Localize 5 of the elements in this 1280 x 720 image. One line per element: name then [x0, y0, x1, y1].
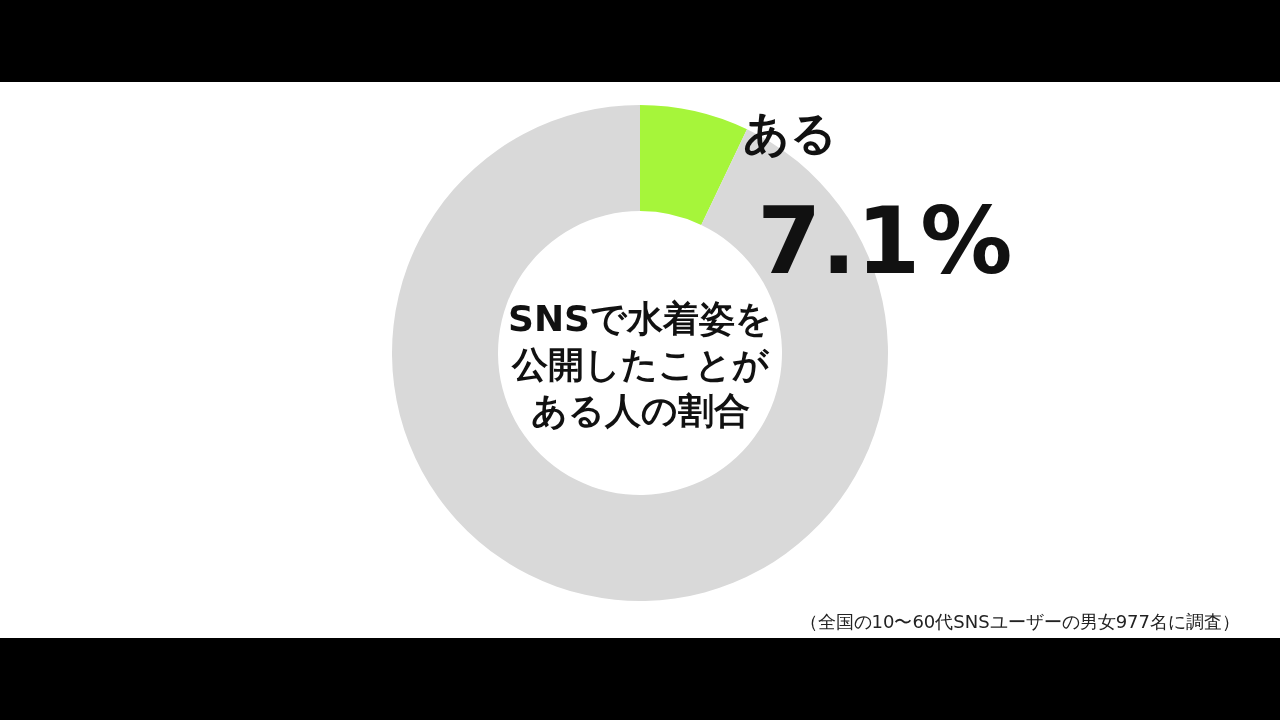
text: （全国の10〜60代SNSユーザーの男女977名に調査）: [799, 611, 1240, 632]
data-label: 7.1%: [757, 188, 1013, 296]
donut-slice: [640, 105, 747, 225]
text: SNSで水着姿を公開したことがある人の割合: [507, 297, 773, 433]
slice-label: ある: [742, 106, 837, 161]
